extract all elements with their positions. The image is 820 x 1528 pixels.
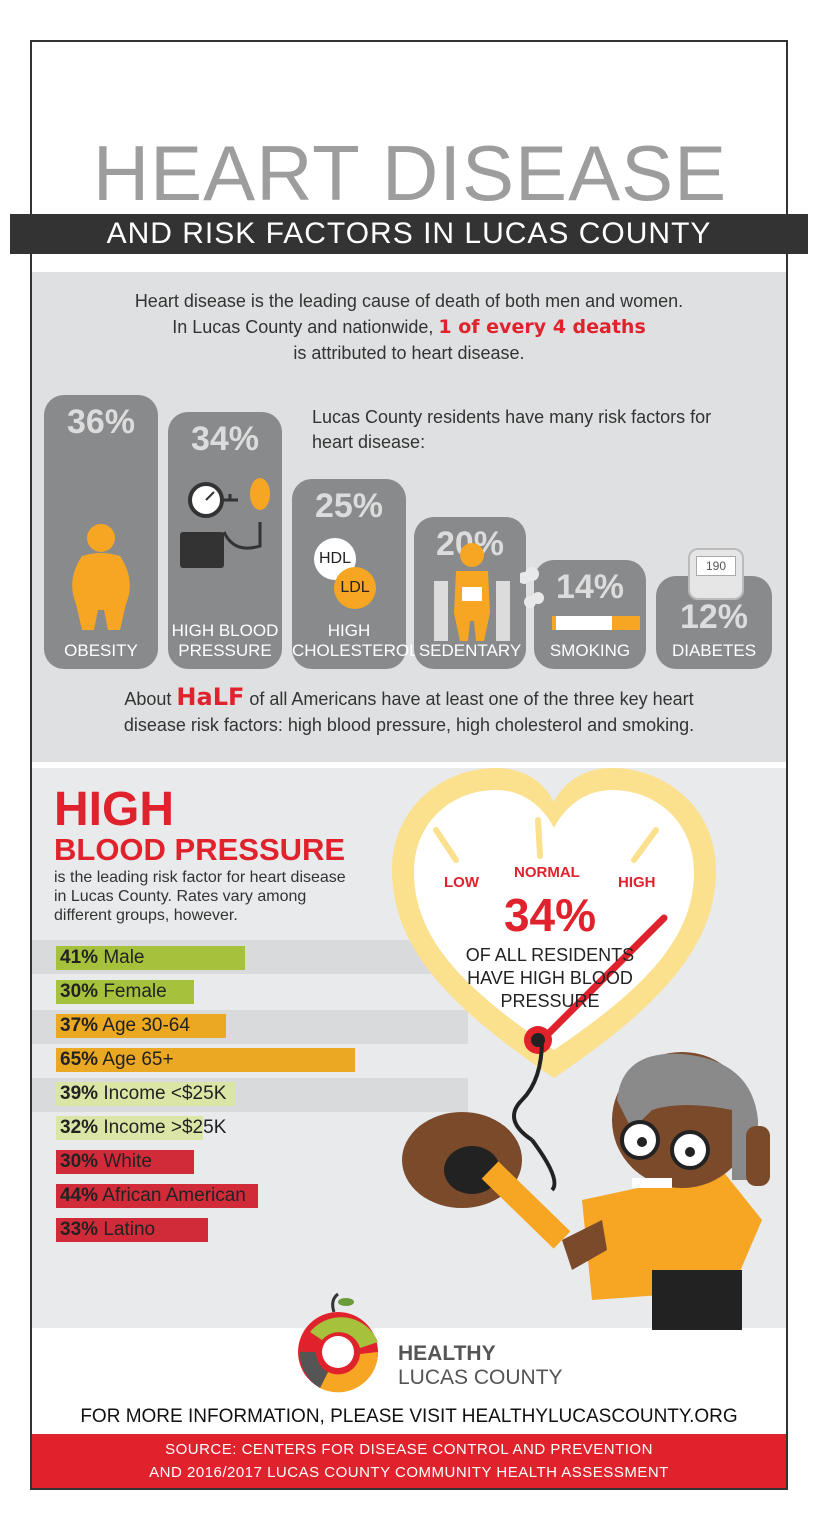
- group-label-income-low: 39% Income <$25K: [60, 1082, 226, 1106]
- sedentary-person-icon: [434, 543, 510, 641]
- group-pct-white: 30%: [60, 1151, 99, 1172]
- group-name-income-high: Income >$25K: [103, 1117, 227, 1138]
- group-label-african-american: 44% African American: [60, 1184, 246, 1208]
- group-bar-white: [56, 1150, 194, 1174]
- group-pct-latino: 33%: [60, 1219, 99, 1240]
- ldl-circle: LDL: [334, 567, 376, 609]
- intro-line-2: In Lucas County and nationwide, 1 of eve…: [32, 314, 786, 340]
- group-label-age-30-64: 37% Age 30-64: [60, 1014, 190, 1038]
- group-label-female: 30% Female: [60, 980, 167, 1004]
- group-name-age-65: Age 65+: [102, 1049, 174, 1070]
- risk-pill-blood-pressure: 34% HIGH BLOOD PRESSURE: [168, 412, 282, 669]
- man-illustration: [402, 1040, 770, 1330]
- heart-gauge-icon: [392, 768, 716, 1078]
- group-name-male: Male: [103, 947, 145, 968]
- source-line-1: SOURCE: CENTERS FOR DISEASE CONTROL AND …: [165, 1441, 653, 1458]
- group-bar-age-65: [56, 1048, 355, 1072]
- group-bar-male: [56, 946, 245, 970]
- risk-pill-sedentary: 20% SEDENTARY: [414, 517, 526, 669]
- group-pct-african-american: 44%: [60, 1185, 99, 1206]
- obesity-icon: [72, 524, 130, 630]
- group-pct-female: 30%: [60, 981, 99, 1002]
- gauge-caption-line-3: PRESSURE: [500, 991, 600, 1011]
- intro-highlight: 1 of every 4 deaths: [438, 316, 646, 338]
- group-name-age-30-64: Age 30-64: [102, 1015, 190, 1036]
- group-bar-age-30-64: [56, 1014, 226, 1038]
- group-label-latino: 33% Latino: [60, 1218, 155, 1242]
- half-note-line-2: disease risk factors: high blood pressur…: [123, 715, 695, 735]
- gauge-caption-line-1: OF ALL RESIDENTS: [465, 945, 635, 965]
- group-name-african-american: African American: [102, 1185, 246, 1206]
- gauge-normal-label: NORMAL: [514, 864, 580, 881]
- glucose-meter-icon: 190: [688, 548, 744, 600]
- intro-line-1: Heart disease is the leading cause of de…: [134, 291, 684, 311]
- group-name-female: Female: [103, 981, 167, 1002]
- half-note-prefix: About: [124, 689, 177, 709]
- source-line-2: AND 2016/2017 LUCAS COUNTY COMMUNITY HEA…: [149, 1464, 669, 1481]
- page-title: HEART DISEASE: [92, 129, 728, 217]
- blood-pressure-cuff-icon: [180, 478, 270, 568]
- group-pct-male: 41%: [60, 947, 99, 968]
- intro-line-2-prefix: In Lucas County and nationwide,: [172, 317, 439, 337]
- risk-label-smoking: SMOKING: [549, 641, 631, 660]
- more-info-link[interactable]: FOR MORE INFORMATION, PLEASE VISIT HEALT…: [80, 1406, 738, 1427]
- logo-text-lucas-county: LUCAS COUNTY: [398, 1366, 563, 1389]
- group-label-age-65: 65% Age 65+: [60, 1048, 174, 1072]
- group-bar-latino: [56, 1218, 208, 1242]
- group-label-white: 30% White: [60, 1150, 152, 1174]
- risk-factors-intro: Lucas County residents have many risk fa…: [312, 407, 712, 452]
- glucose-meter-reading: 190: [696, 556, 736, 576]
- cigarette-icon: [520, 567, 640, 630]
- gauge-caption: OF ALL RESIDENTS HAVE HIGH BLOOD PRESSUR…: [440, 944, 660, 1013]
- apple-logo-icon: [298, 1292, 379, 1393]
- group-bar-income-high: [56, 1116, 203, 1140]
- risk-pct-obesity: 36%: [66, 403, 136, 441]
- group-pct-income-high: 32%: [60, 1117, 99, 1138]
- page-subtitle: AND RISK FACTORS IN LUCAS COUNTY: [10, 214, 808, 254]
- intro-line-3: is attributed to heart disease.: [293, 343, 525, 363]
- group-pct-age-65: 65%: [60, 1049, 99, 1070]
- source-bar: SOURCE: CENTERS FOR DISEASE CONTROL AND …: [32, 1434, 786, 1488]
- half-note-rest: of all Americans have at least one of th…: [244, 689, 694, 709]
- hbp-title-high: HIGH: [54, 783, 174, 836]
- hbp-description: is the leading risk factor for heart dis…: [54, 869, 346, 924]
- gauge-caption-line-2: HAVE HIGH BLOOD: [467, 968, 633, 988]
- risk-label-cholesterol: HIGH CHOLESTEROL: [292, 621, 419, 660]
- risk-pct-blood-pressure: 34%: [190, 420, 260, 458]
- half-note-line-1: About HaLF of all Americans have at leas…: [32, 684, 786, 712]
- group-label-income-high: 32% Income >$25K: [60, 1116, 226, 1140]
- gauge-high-label: HIGH: [618, 874, 656, 891]
- group-pct-age-30-64: 37%: [60, 1015, 99, 1036]
- risk-label-diabetes: DIABETES: [671, 641, 757, 660]
- logo-text-healthy: HEALTHY: [398, 1342, 496, 1365]
- gauge-percent: 34%: [503, 889, 597, 941]
- group-name-white: White: [103, 1151, 152, 1172]
- hdl-circle: HDL: [314, 538, 356, 580]
- group-name-income-low: Income <$25K: [103, 1083, 227, 1104]
- group-pct-income-low: 39%: [60, 1083, 99, 1104]
- gauge-low-label: LOW: [444, 874, 479, 891]
- group-bar-african-american: [56, 1184, 258, 1208]
- group-bar-income-low: [56, 1082, 235, 1106]
- risk-label-obesity: OBESITY: [64, 641, 138, 660]
- risk-pct-smoking: 14%: [555, 568, 625, 606]
- half-americans-note: About HaLF of all Americans have at leas…: [32, 684, 786, 738]
- group-name-latino: Latino: [103, 1219, 156, 1240]
- risk-label-sedentary: SEDENTARY: [418, 641, 522, 660]
- group-label-male: 41% Male: [60, 946, 145, 970]
- risk-pill-diabetes: 190 12% DIABETES: [656, 548, 772, 669]
- half-highlight: HaLF: [176, 683, 245, 711]
- risk-pill-obesity: 36% OBESITY: [44, 395, 158, 669]
- group-bar-female: [56, 980, 194, 1004]
- intro-text: Heart disease is the leading cause of de…: [32, 288, 786, 366]
- risk-pct-diabetes: 12%: [679, 598, 749, 636]
- risk-pct-cholesterol: 25%: [314, 487, 384, 525]
- risk-label-blood-pressure: HIGH BLOOD PRESSURE: [171, 621, 279, 660]
- risk-pill-smoking: 14% SMOKING: [520, 560, 646, 669]
- hbp-title-blood-pressure: BLOOD PRESSURE: [54, 832, 346, 867]
- risk-pill-cholesterol: 25% HDL LDL HIGH CHOLESTEROL: [292, 479, 419, 669]
